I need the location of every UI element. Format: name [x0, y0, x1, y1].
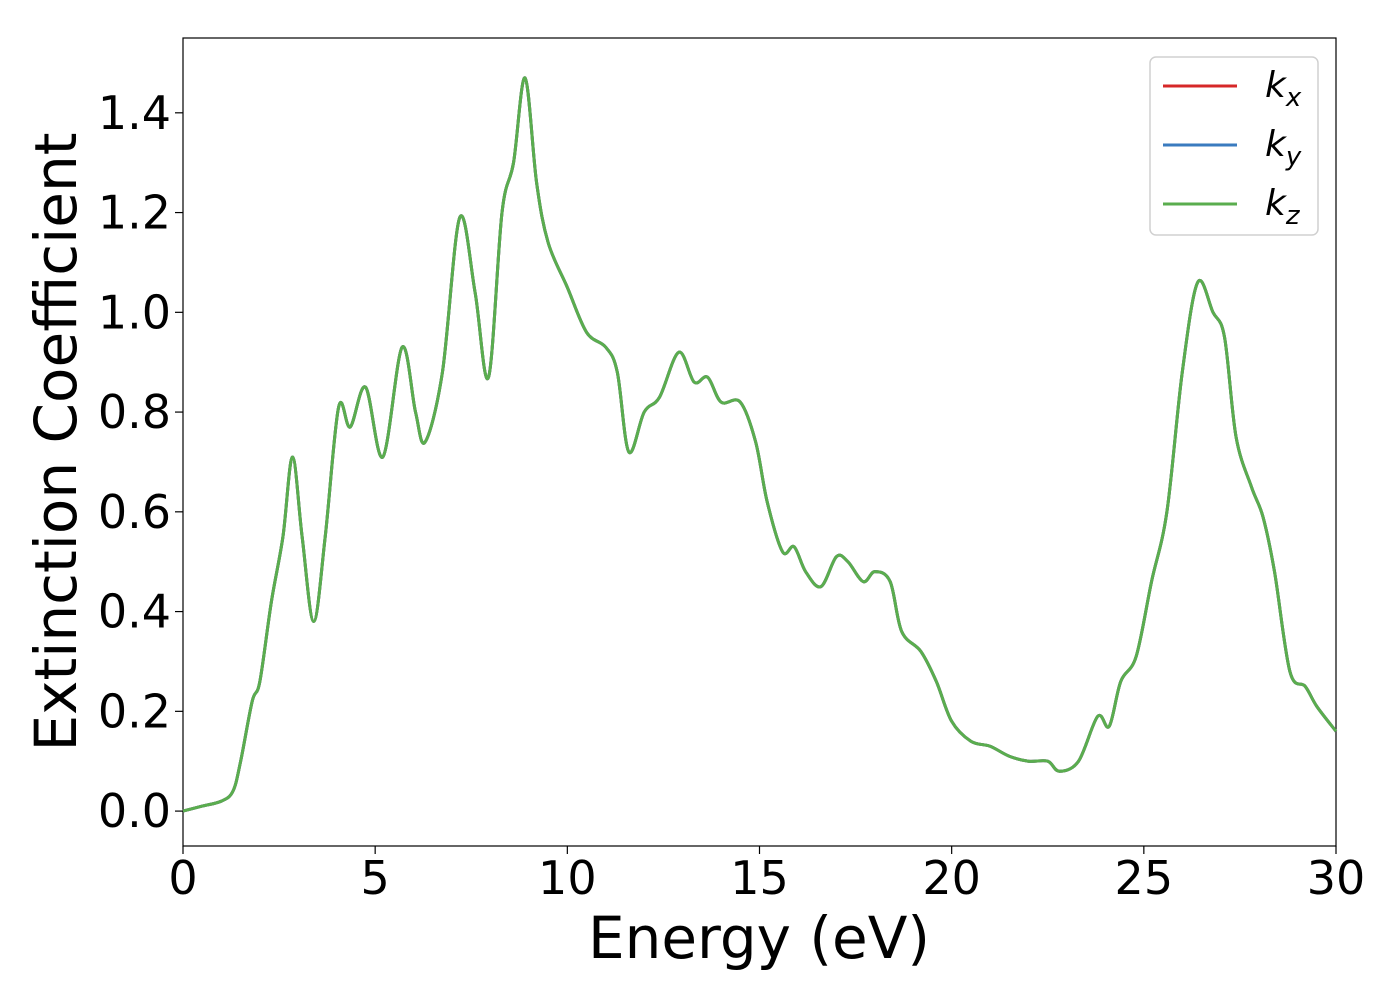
x-axis-ticks: 0 5 10 15 20 25 30 [168, 846, 1365, 905]
x-tick-label: 30 [1307, 851, 1366, 905]
x-tick-label: 15 [730, 851, 789, 905]
legend-entry-label: kx [1265, 65, 1302, 113]
y-tick-label: 1.0 [98, 285, 171, 339]
y-axis-label: Extinction Coefficient [22, 133, 90, 752]
x-axis-label: Energy (eV) [588, 904, 930, 972]
x-tick-label: 10 [538, 851, 597, 905]
legend-entry-subscript: x [1285, 83, 1302, 113]
x-tick-label: 20 [922, 851, 981, 905]
legend-entry-base: k [1265, 124, 1288, 165]
y-tick-label: 0.4 [98, 585, 171, 639]
y-tick-label: 0.8 [98, 385, 171, 439]
y-tick-label: 0.6 [98, 485, 171, 539]
series-line-kz [182, 76, 1338, 813]
legend-entry-subscript: z [1285, 201, 1301, 231]
legend-entry-subscript: y [1285, 142, 1302, 172]
x-tick-label: 25 [1115, 851, 1174, 905]
y-tick-label: 1.4 [98, 86, 171, 140]
series-layer [182, 76, 1338, 813]
y-tick-label: 0.0 [98, 784, 171, 838]
legend-entry-label: kz [1265, 183, 1301, 231]
y-tick-label: 1.2 [98, 186, 171, 240]
y-axis-ticks: 0.0 0.2 0.4 0.6 0.8 1.0 1.2 1.4 [98, 86, 183, 838]
x-tick-label: 5 [361, 851, 390, 905]
legend-entry-base: k [1265, 65, 1288, 106]
legend-entry-label: ky [1265, 124, 1302, 172]
x-tick-label: 0 [168, 851, 197, 905]
legend-entry-base: k [1265, 183, 1288, 224]
y-tick-label: 0.2 [98, 684, 171, 738]
